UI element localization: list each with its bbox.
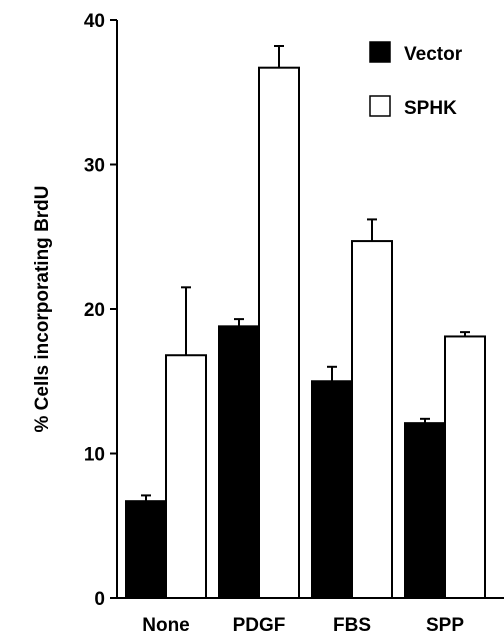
legend-swatch-vector [369,41,391,63]
y-tick-label: 20 [84,300,105,321]
bar-vector-none [125,500,167,599]
legend: Vector SPHK [369,41,463,119]
bar-sphk-none [165,354,207,599]
x-tick-label: None [142,615,190,636]
y-tick-label: 40 [84,11,105,32]
y-axis: 0 10 20 30 40 [84,11,118,610]
y-axis-title: % Cells incorporating BrdU [32,185,53,432]
x-tick-label: SPP [426,615,464,636]
legend-label-sphk: SPHK [404,98,457,119]
legend-label-vector: Vector [404,44,463,65]
x-tick-label: PDGF [233,615,286,636]
bar-vector-spp [404,422,446,599]
bar-sphk-pdgf [258,66,300,599]
y-tick-label: 0 [94,589,105,610]
bar-vector-pdgf [218,325,260,599]
bar-sphk-fbs [351,240,393,600]
bars [125,45,486,600]
y-tick-label: 10 [84,445,105,466]
x-tick-label: FBS [333,615,371,636]
bar-sphk-spp [444,335,486,599]
y-tick-label: 30 [84,156,105,177]
x-axis: None PDGF FBS SPP [117,597,504,636]
legend-swatch-sphk [369,95,391,117]
bar-vector-fbs [311,380,353,599]
